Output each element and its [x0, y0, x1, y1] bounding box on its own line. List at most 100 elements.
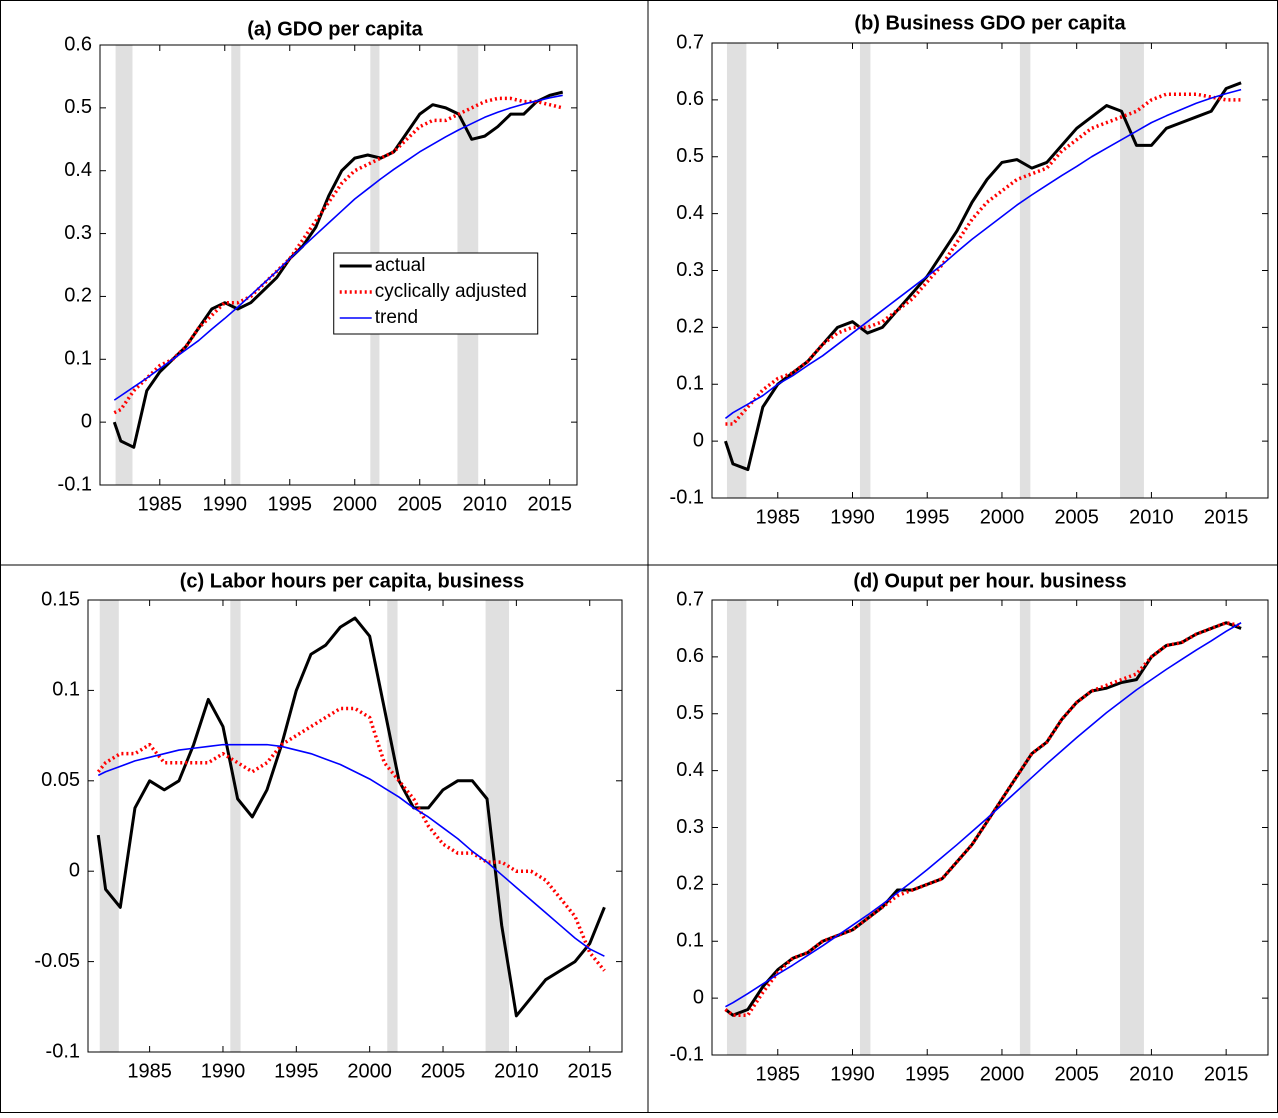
y-tick-label: -0.05 [34, 950, 80, 972]
recession-band [1019, 600, 1031, 1055]
y-tick-label: 0.7 [676, 31, 704, 53]
y-tick-label: 0.6 [676, 645, 704, 667]
x-tick-label: 2010 [1129, 506, 1174, 528]
chart-title: (b) Business GDO per capita [854, 12, 1126, 34]
legend-label: trend [375, 307, 418, 328]
series-line [113, 96, 564, 415]
x-tick-label: 2000 [332, 493, 377, 515]
x-tick-label: 2005 [1054, 1063, 1099, 1085]
y-tick-label: 0.4 [64, 159, 92, 181]
series-line [97, 743, 605, 957]
series-line [724, 621, 1242, 1017]
y-tick-label: 0.2 [676, 873, 704, 895]
recession-band [230, 600, 241, 1052]
axes-frame [99, 44, 578, 486]
plot-area [96, 600, 606, 1052]
axes-frame [711, 599, 1269, 1056]
recession-band [859, 43, 871, 498]
series-line [724, 88, 1242, 420]
y-tick-label: 0.5 [676, 145, 704, 167]
x-tick-label: 2000 [980, 506, 1025, 528]
x-tick-label: 2005 [421, 1060, 466, 1082]
y-tick-label: 0.2 [676, 316, 704, 338]
y-tick-label: 0.2 [64, 285, 92, 307]
x-tick-label: 2005 [397, 493, 442, 515]
y-tick-label: 0 [69, 859, 80, 881]
chart-title: (d) Ouput per hour. business [853, 570, 1126, 592]
x-tick-label: 1990 [830, 506, 875, 528]
y-tick-label: 0.1 [676, 373, 704, 395]
recession-band [859, 600, 871, 1055]
y-tick-label: 0.3 [676, 816, 704, 838]
recession-band [726, 600, 747, 1055]
plot-area [724, 43, 1242, 498]
plot-area [724, 600, 1242, 1055]
x-tick-label: 2010 [462, 493, 507, 515]
y-tick-label: 0.1 [52, 679, 80, 701]
y-tick-label: 0.5 [676, 702, 704, 724]
x-tick-label: 2015 [527, 493, 572, 515]
y-tick-label: 0.15 [41, 588, 80, 610]
recession-band [99, 600, 119, 1052]
recession-band [726, 43, 747, 498]
y-tick-label: 0.4 [676, 759, 704, 781]
y-tick-label: 0 [693, 986, 704, 1008]
recession-band [1120, 43, 1144, 498]
x-tick-label: 1985 [138, 493, 183, 515]
y-tick-label: 0.5 [64, 96, 92, 118]
x-tick-label: 1995 [268, 493, 313, 515]
x-tick-label: 1995 [905, 506, 950, 528]
recession-band [387, 600, 398, 1052]
axes-frame [87, 599, 623, 1053]
axes-frame [711, 42, 1269, 499]
series-line [113, 94, 563, 401]
chart-title: (a) GDO per capita [247, 18, 423, 40]
x-tick-label: 1985 [756, 1063, 801, 1085]
recession-band [231, 45, 241, 485]
y-tick-label: 0.3 [64, 222, 92, 244]
x-tick-label: 1985 [127, 1060, 172, 1082]
x-tick-label: 2010 [494, 1060, 539, 1082]
y-tick-label: -0.1 [670, 486, 704, 508]
series-line [725, 622, 1242, 1008]
x-tick-label: 2010 [1129, 1063, 1174, 1085]
x-tick-label: 1990 [201, 1060, 246, 1082]
y-tick-label: 0.6 [64, 33, 92, 55]
x-tick-label: 1995 [905, 1063, 950, 1085]
chart-title: (c) Labor hours per capita, business [180, 570, 525, 592]
y-tick-label: 0.1 [64, 348, 92, 370]
y-tick-label: 0 [693, 429, 704, 451]
x-tick-label: 2015 [1204, 1063, 1249, 1085]
recession-band [1120, 600, 1144, 1055]
recession-band [115, 45, 133, 485]
y-tick-label: -0.1 [58, 473, 92, 495]
x-tick-label: 1985 [756, 506, 801, 528]
x-tick-label: 2015 [1204, 506, 1249, 528]
legend-label: cyclically adjusted [375, 281, 527, 302]
legend-label: actual [375, 255, 426, 276]
y-tick-label: 0.4 [676, 202, 704, 224]
y-tick-label: 0.1 [676, 930, 704, 952]
y-tick-label: -0.1 [670, 1043, 704, 1065]
series-line [725, 92, 1242, 426]
x-tick-label: 2005 [1054, 506, 1099, 528]
series-line [96, 706, 606, 972]
y-tick-label: 0.6 [676, 88, 704, 110]
x-tick-label: 2000 [347, 1060, 392, 1082]
x-tick-label: 1990 [830, 1063, 875, 1085]
x-tick-label: 2015 [567, 1060, 612, 1082]
y-tick-label: 0.7 [676, 588, 704, 610]
recession-band [1019, 43, 1031, 498]
series-line [724, 621, 1242, 1017]
x-tick-label: 2000 [980, 1063, 1025, 1085]
series-line [724, 81, 1242, 472]
y-tick-label: 0.05 [41, 769, 80, 791]
y-tick-label: 0 [81, 410, 92, 432]
x-tick-label: 1995 [274, 1060, 319, 1082]
y-tick-label: -0.1 [46, 1040, 80, 1062]
x-tick-label: 1990 [203, 493, 248, 515]
series-line [96, 616, 606, 1018]
y-tick-label: 0.3 [676, 259, 704, 281]
